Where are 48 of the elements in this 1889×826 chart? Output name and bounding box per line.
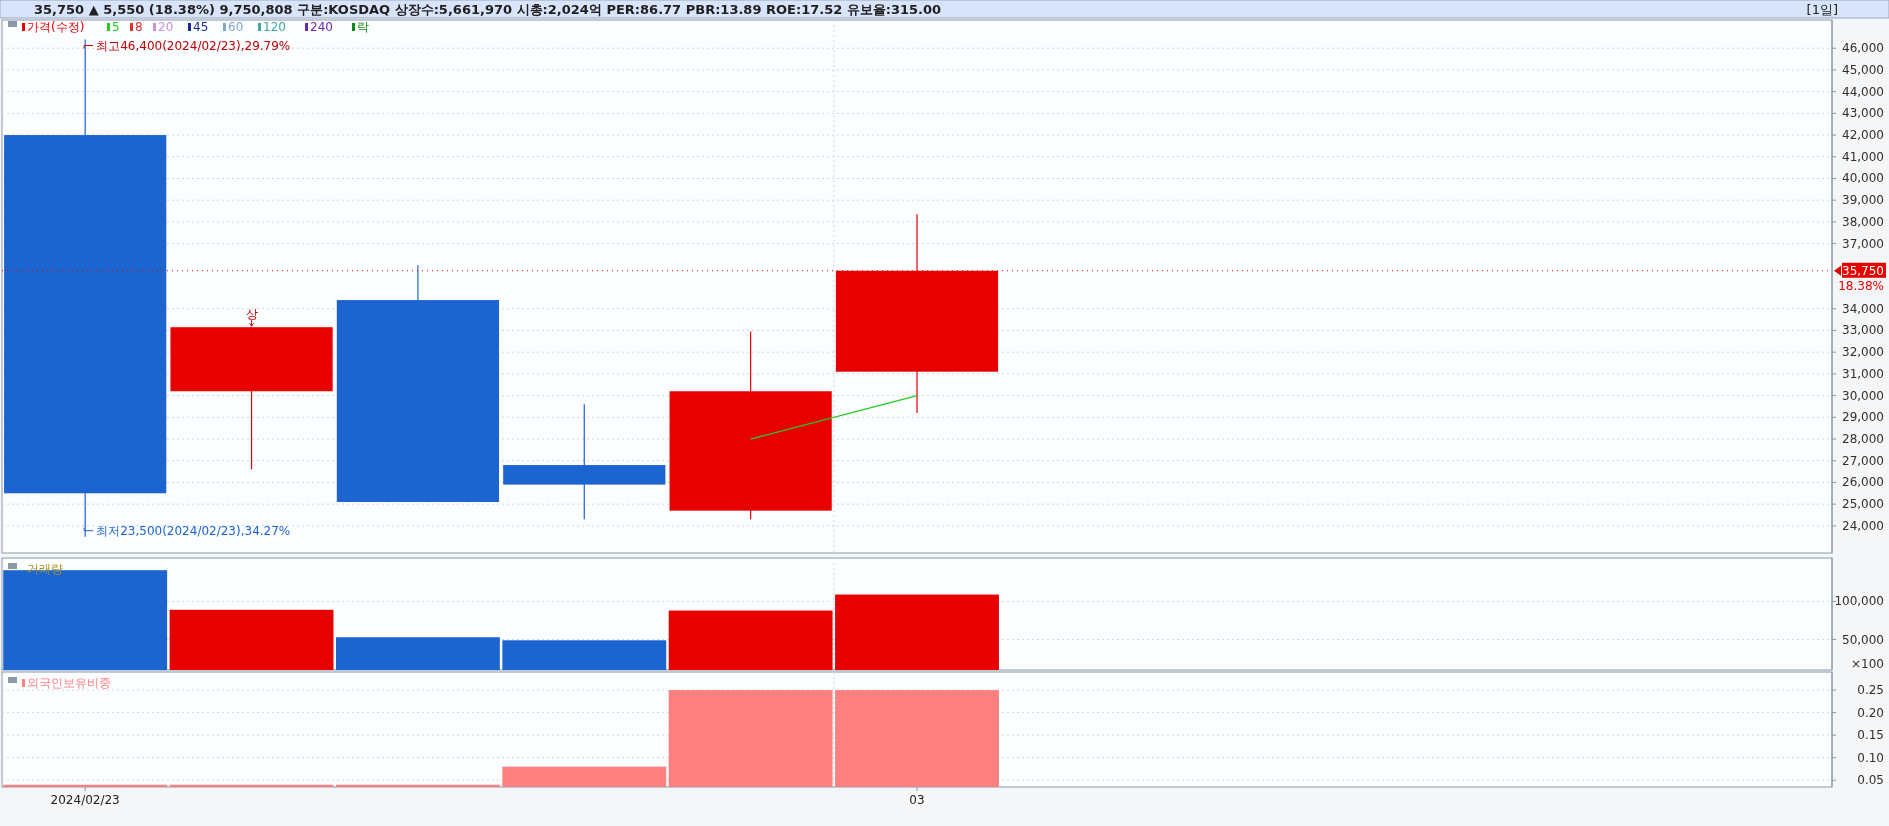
y-axis-title: ×100	[1851, 657, 1884, 671]
y-tick-label: 33,000	[1842, 323, 1884, 338]
y-tick-label: 24,000	[1842, 518, 1884, 533]
y-tick-label: 41,000	[1842, 149, 1884, 164]
y-tick-label: 25,000	[1842, 497, 1884, 512]
chart-subtitle: [1일]	[1806, 2, 1838, 17]
y-tick-label: 0.10	[1857, 750, 1884, 765]
legend-label: 20	[158, 20, 174, 34]
ref-line-label: 35,750	[1842, 263, 1884, 278]
annotation: 상	[245, 307, 258, 322]
y-tick-label: 43,000	[1842, 106, 1884, 121]
y-tick-label: 0.25	[1857, 683, 1884, 698]
chart-title: 35,750 ▲ 5,550 (18.38%) 9,750,808 구분:KOSDAQ 상장수:5,661,970 시총:2,024억 PER:86.77 PBR:13.89 ROE:17.52 유보율:315.00	[34, 2, 942, 17]
y-tick-label: 31,000	[1842, 366, 1884, 381]
legend-label: 240	[310, 20, 333, 34]
y-tick-label: 50,000	[1842, 632, 1884, 647]
y-tick-label: 29,000	[1842, 410, 1884, 425]
legend-label: 45	[193, 20, 209, 34]
y-tick-label: 0.05	[1857, 773, 1884, 788]
y-tick-label: 34,000	[1842, 301, 1884, 316]
y-tick-label: 0.15	[1857, 728, 1884, 743]
legend-title: 가격(수정)	[27, 20, 85, 34]
annotation: 최고46,400(2024/02/23),29.79%	[96, 38, 291, 53]
legend-label: 5	[112, 20, 120, 34]
y-tick-label: 26,000	[1842, 475, 1884, 490]
y-tick-label: 37,000	[1842, 236, 1884, 251]
x-tick-label: 03	[909, 793, 925, 807]
y-tick-label: 42,000	[1842, 128, 1884, 143]
y-tick-label: 40,000	[1842, 171, 1884, 186]
y-tick-label: 30,000	[1842, 388, 1884, 403]
legend-label: 외국인보유비중	[27, 676, 111, 690]
x-tick-label: 2024/02/23	[50, 793, 120, 807]
y-tick-label: 39,000	[1842, 193, 1884, 208]
y-tick-label: 32,000	[1842, 345, 1884, 360]
legend-label: 락	[357, 20, 369, 34]
legend-label: 8	[135, 20, 143, 34]
y-tick-label: 28,000	[1842, 432, 1884, 447]
y-tick-label: 0.20	[1857, 705, 1884, 720]
y-tick-label: 100,000	[1834, 594, 1884, 609]
annotation: 최저23,500(2024/02/23),34.27%	[96, 523, 291, 538]
y-tick-label: 45,000	[1842, 62, 1884, 77]
y-tick-label: 44,000	[1842, 84, 1884, 99]
y-tick-label: 46,000	[1842, 41, 1884, 56]
legend-label: 60	[228, 20, 244, 34]
y-tick-label: 27,000	[1842, 453, 1884, 468]
legend-label: 120	[263, 20, 286, 34]
text: 18.38%	[1838, 278, 1884, 293]
y-tick-label: 38,000	[1842, 214, 1884, 229]
